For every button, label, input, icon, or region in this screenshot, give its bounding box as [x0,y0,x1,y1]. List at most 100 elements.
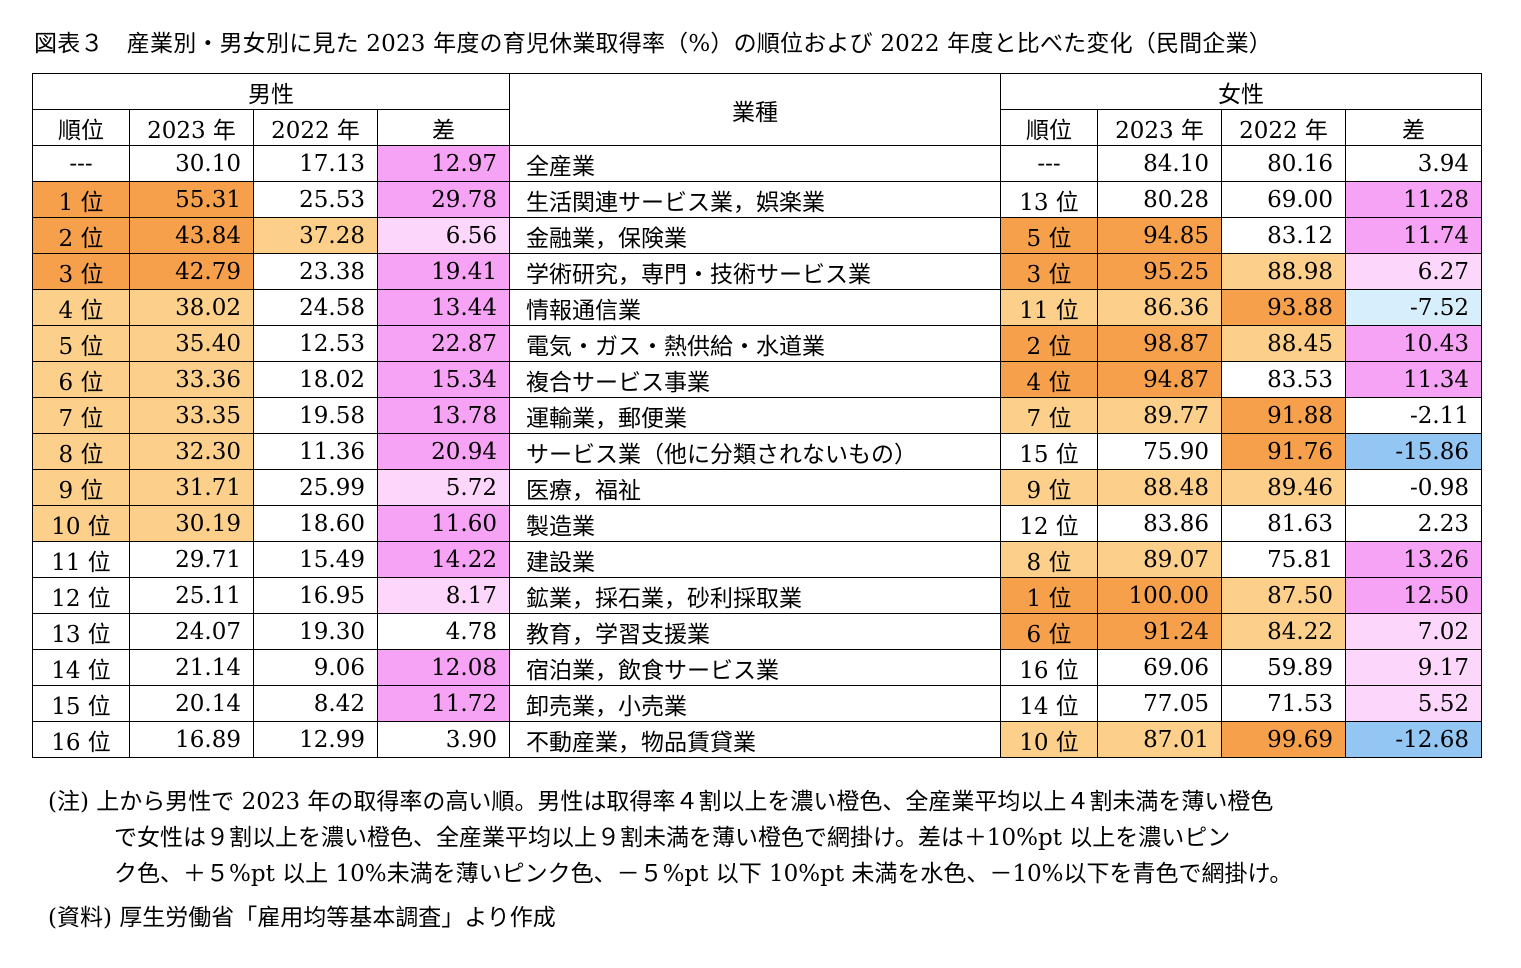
male-2023-cell: 42.79 [129,253,254,290]
female-diff-cell: -0.98 [1345,469,1482,506]
male-rank-cell: 11 位 [32,541,130,578]
female-diff-cell: 2.23 [1345,505,1482,542]
female-header: 女性 [1000,73,1482,110]
male-2022-cell: 9.06 [253,649,378,686]
female-2023-cell: 77.05 [1097,685,1222,722]
note-line-1: (注) 上から男性で 2023 年の取得率の高い順。男性は取得率４割以上を濃い橙… [48,789,1274,815]
male-2023-cell: 31.71 [129,469,254,506]
male-2023-cell: 33.36 [129,361,254,398]
female-2023-cell: 80.28 [1097,181,1222,218]
female-rank-cell: 13 位 [1000,181,1098,218]
table-row: 12 位 25.11 16.95 8.17 鉱業，採石業，砂利採取業 1 位 100.00 8… [32,577,1482,614]
table-body: --- 30.10 17.13 12.97 全産業 --- 84.10 80.16 3.94 1 … [32,145,1482,758]
female-2022-cell: 83.53 [1221,361,1346,398]
male-diff-header: 差 [377,109,510,146]
female-2023-cell: 69.06 [1097,649,1222,686]
industry-cell: 宿泊業，飲食サービス業 [509,649,1001,686]
female-rank-cell: 12 位 [1000,505,1098,542]
male-rank-cell: 4 位 [32,289,130,326]
male-rank-cell: 14 位 [32,649,130,686]
male-rank-cell: 7 位 [32,397,130,434]
female-rank-cell: 11 位 [1000,289,1098,326]
female-2023-cell: 86.36 [1097,289,1222,326]
industry-cell: 卸売業，小売業 [509,685,1001,722]
male-2023-cell: 25.11 [129,577,254,614]
female-rank-cell: 7 位 [1000,397,1098,434]
male-diff-cell: 29.78 [377,181,510,218]
table-row: 14 位 21.14 9.06 12.08 宿泊業，飲食サービス業 16 位 69.06 59… [32,649,1482,686]
industry-cell: 医療，福祉 [509,469,1001,506]
industry-cell: 複合サービス事業 [509,361,1001,398]
female-diff-cell: 3.94 [1345,145,1482,182]
female-rank-cell: 15 位 [1000,433,1098,470]
male-rank-cell: 13 位 [32,613,130,650]
industry-cell: 教育，学習支援業 [509,613,1001,650]
male-2023-cell: 21.14 [129,649,254,686]
male-2023-cell: 24.07 [129,613,254,650]
male-2022-cell: 11.36 [253,433,378,470]
industry-header: 業種 [509,73,1001,146]
female-diff-cell: 10.43 [1345,325,1482,362]
male-diff-cell: 4.78 [377,613,510,650]
female-rank-cell: 9 位 [1000,469,1098,506]
male-diff-cell: 14.22 [377,541,510,578]
male-2022-cell: 19.58 [253,397,378,434]
female-2023-cell: 94.85 [1097,217,1222,254]
male-2023-cell: 16.89 [129,721,254,758]
male-rank-cell: 1 位 [32,181,130,218]
female-2022-cell: 81.63 [1221,505,1346,542]
male-2022-cell: 18.60 [253,505,378,542]
male-diff-cell: 13.78 [377,397,510,434]
female-rank-cell: 2 位 [1000,325,1098,362]
male-rank-cell: 16 位 [32,721,130,758]
industry-cell: 情報通信業 [509,289,1001,326]
industry-cell: 運輸業，郵便業 [509,397,1001,434]
male-2022-cell: 25.53 [253,181,378,218]
industry-cell: 学術研究，専門・技術サービス業 [509,253,1001,290]
female-2022-cell: 83.12 [1221,217,1346,254]
female-2022-cell: 69.00 [1221,181,1346,218]
female-2022-cell: 84.22 [1221,613,1346,650]
female-diff-cell: 7.02 [1345,613,1482,650]
female-2023-cell: 84.10 [1097,145,1222,182]
table-row: 11 位 29.71 15.49 14.22 建設業 8 位 89.07 75.81 13.26 [32,541,1482,578]
female-2023-cell: 88.48 [1097,469,1222,506]
female-2023-cell: 95.25 [1097,253,1222,290]
female-2023-header: 2023 年 [1097,109,1222,146]
female-rank-cell: 16 位 [1000,649,1098,686]
female-2022-cell: 88.98 [1221,253,1346,290]
female-2022-cell: 87.50 [1221,577,1346,614]
female-2022-header: 2022 年 [1221,109,1346,146]
female-2023-cell: 100.00 [1097,577,1222,614]
female-2023-cell: 91.24 [1097,613,1222,650]
female-diff-cell: -12.68 [1345,721,1482,758]
table-row: 10 位 30.19 18.60 11.60 製造業 12 位 83.86 81.63 2.23 [32,505,1482,542]
female-2023-cell: 94.87 [1097,361,1222,398]
male-2023-cell: 20.14 [129,685,254,722]
industry-cell: サービス業（他に分類されないもの） [509,433,1001,470]
female-2022-cell: 75.81 [1221,541,1346,578]
source-note: (資料) 厚生労働省「雇用均等基本調査」より作成 [48,905,556,931]
female-diff-cell: 12.50 [1345,577,1482,614]
male-diff-cell: 3.90 [377,721,510,758]
male-header: 男性 [32,73,510,110]
female-2022-cell: 99.69 [1221,721,1346,758]
female-2023-cell: 75.90 [1097,433,1222,470]
male-2022-cell: 18.02 [253,361,378,398]
male-2023-cell: 55.31 [129,181,254,218]
industry-cell: 鉱業，採石業，砂利採取業 [509,577,1001,614]
industry-cell: 金融業，保険業 [509,217,1001,254]
female-2022-cell: 80.16 [1221,145,1346,182]
male-rank-cell: 2 位 [32,217,130,254]
male-2022-cell: 37.28 [253,217,378,254]
female-rank-cell: 10 位 [1000,721,1098,758]
table-row: 4 位 38.02 24.58 13.44 情報通信業 11 位 86.36 93.88 -7.… [32,289,1482,326]
data-table: 男性 業種 女性 順位 2023 年 2022 年 差 順位 2023 年 20… [32,73,1482,758]
male-diff-cell: 6.56 [377,217,510,254]
female-2023-cell: 87.01 [1097,721,1222,758]
industry-cell: 不動産業，物品賃貸業 [509,721,1001,758]
industry-cell: 製造業 [509,505,1001,542]
female-rank-cell: 1 位 [1000,577,1098,614]
female-2022-cell: 91.88 [1221,397,1346,434]
